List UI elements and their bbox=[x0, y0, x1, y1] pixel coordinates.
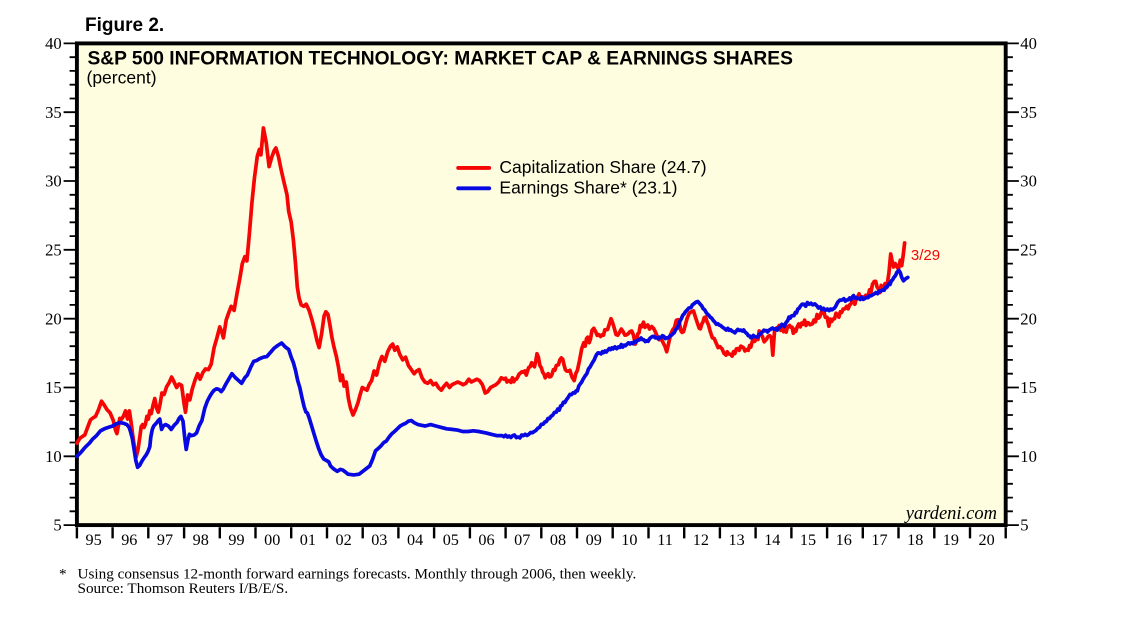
svg-text:Earnings Share* (23.1): Earnings Share* (23.1) bbox=[499, 177, 677, 197]
svg-text:25: 25 bbox=[45, 240, 62, 259]
svg-text:35: 35 bbox=[1020, 103, 1037, 122]
svg-text:19: 19 bbox=[943, 531, 959, 549]
svg-text:13: 13 bbox=[729, 531, 745, 549]
svg-text:Using consensus 12-month forwa: Using consensus 12-month forward earning… bbox=[78, 565, 637, 582]
svg-text:07: 07 bbox=[514, 531, 530, 549]
svg-text:99: 99 bbox=[228, 531, 244, 549]
svg-text:11: 11 bbox=[657, 531, 673, 549]
svg-text:02: 02 bbox=[336, 531, 352, 549]
svg-text:12: 12 bbox=[693, 531, 709, 549]
svg-text:35: 35 bbox=[45, 103, 62, 122]
svg-text:10: 10 bbox=[45, 447, 62, 466]
svg-text:S&P 500 INFORMATION TECHNOLOGY: S&P 500 INFORMATION TECHNOLOGY: MARKET C… bbox=[88, 49, 794, 70]
svg-text:15: 15 bbox=[45, 378, 62, 397]
svg-text:14: 14 bbox=[764, 531, 780, 549]
svg-text:Figure 2.: Figure 2. bbox=[85, 15, 164, 36]
svg-text:97: 97 bbox=[157, 531, 173, 549]
svg-text:(percent): (percent) bbox=[87, 68, 157, 88]
svg-text:yardeni.com: yardeni.com bbox=[904, 504, 997, 524]
svg-text:15: 15 bbox=[800, 531, 816, 549]
svg-text:05: 05 bbox=[443, 531, 459, 549]
svg-text:5: 5 bbox=[1020, 516, 1028, 535]
svg-text:20: 20 bbox=[45, 309, 62, 328]
svg-text:18: 18 bbox=[907, 531, 923, 549]
svg-text:96: 96 bbox=[121, 531, 137, 549]
svg-text:16: 16 bbox=[836, 531, 852, 549]
svg-text:40: 40 bbox=[1020, 34, 1037, 53]
svg-text:25: 25 bbox=[1020, 240, 1037, 259]
svg-text:*: * bbox=[59, 565, 67, 582]
svg-text:10: 10 bbox=[621, 531, 637, 549]
svg-text:98: 98 bbox=[193, 531, 209, 549]
svg-text:10: 10 bbox=[1020, 447, 1037, 466]
svg-text:03: 03 bbox=[371, 531, 387, 549]
svg-text:06: 06 bbox=[478, 531, 494, 549]
svg-text:30: 30 bbox=[1020, 172, 1037, 191]
svg-text:00: 00 bbox=[264, 531, 280, 549]
svg-text:Capitalization Share (24.7): Capitalization Share (24.7) bbox=[499, 157, 706, 177]
svg-text:08: 08 bbox=[550, 531, 566, 549]
svg-text:01: 01 bbox=[300, 531, 316, 549]
svg-text:Source: Thomson Reuters I/B/E/: Source: Thomson Reuters I/B/E/S. bbox=[78, 580, 289, 597]
svg-text:3/29: 3/29 bbox=[911, 247, 940, 264]
svg-text:30: 30 bbox=[45, 172, 62, 191]
svg-text:95: 95 bbox=[86, 531, 102, 549]
svg-text:04: 04 bbox=[407, 531, 423, 549]
svg-text:09: 09 bbox=[586, 531, 602, 549]
svg-text:5: 5 bbox=[53, 516, 61, 535]
svg-text:17: 17 bbox=[871, 531, 887, 549]
svg-text:20: 20 bbox=[1020, 309, 1037, 328]
svg-text:20: 20 bbox=[979, 531, 995, 549]
svg-text:40: 40 bbox=[45, 34, 62, 53]
svg-text:15: 15 bbox=[1020, 378, 1037, 397]
